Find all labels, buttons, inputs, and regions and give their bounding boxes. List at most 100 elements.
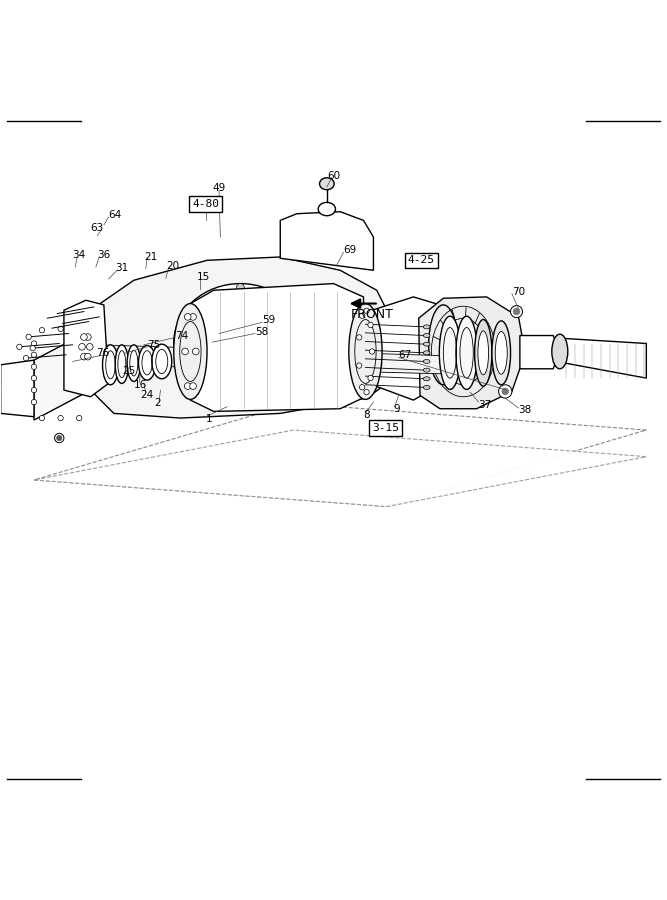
Text: 24: 24	[141, 390, 153, 400]
Ellipse shape	[475, 320, 492, 386]
Ellipse shape	[552, 334, 568, 369]
Circle shape	[81, 354, 87, 360]
Polygon shape	[91, 257, 387, 418]
Circle shape	[236, 284, 244, 292]
Text: 4-80: 4-80	[192, 199, 219, 209]
Text: 59: 59	[262, 315, 275, 325]
Text: 49: 49	[212, 184, 225, 194]
Circle shape	[513, 308, 520, 315]
Polygon shape	[372, 297, 444, 400]
Text: FRONT: FRONT	[351, 308, 394, 320]
Text: 15: 15	[197, 272, 210, 282]
Circle shape	[39, 328, 45, 333]
Text: 8: 8	[364, 410, 370, 419]
Circle shape	[299, 339, 307, 347]
Circle shape	[357, 335, 362, 340]
Ellipse shape	[424, 359, 430, 364]
Text: 25: 25	[122, 366, 135, 376]
Ellipse shape	[456, 316, 478, 390]
Ellipse shape	[127, 345, 141, 382]
Circle shape	[31, 375, 37, 381]
Circle shape	[370, 349, 375, 355]
Ellipse shape	[318, 202, 336, 216]
Ellipse shape	[349, 303, 382, 400]
Circle shape	[39, 416, 45, 420]
Circle shape	[357, 363, 362, 368]
Polygon shape	[34, 430, 646, 507]
Text: 21: 21	[144, 252, 157, 262]
Circle shape	[184, 313, 191, 320]
Circle shape	[23, 356, 29, 361]
Ellipse shape	[115, 345, 129, 383]
Circle shape	[192, 379, 200, 387]
Circle shape	[192, 300, 200, 308]
Text: 69: 69	[344, 246, 357, 256]
Circle shape	[281, 300, 289, 308]
Ellipse shape	[152, 344, 172, 379]
Ellipse shape	[424, 351, 430, 355]
Ellipse shape	[429, 305, 458, 385]
Circle shape	[364, 308, 370, 313]
Circle shape	[498, 385, 512, 398]
Text: 9: 9	[394, 404, 400, 414]
Text: 36: 36	[97, 250, 111, 260]
Text: 31: 31	[115, 264, 129, 274]
Circle shape	[502, 388, 508, 395]
Ellipse shape	[424, 334, 430, 338]
Circle shape	[364, 390, 370, 395]
Circle shape	[87, 344, 93, 350]
Circle shape	[189, 382, 196, 390]
Circle shape	[360, 384, 365, 390]
Circle shape	[510, 306, 522, 318]
Polygon shape	[560, 338, 646, 378]
Text: 16: 16	[134, 380, 147, 390]
Circle shape	[55, 434, 64, 443]
Ellipse shape	[478, 331, 489, 374]
Circle shape	[31, 352, 37, 357]
Text: 74: 74	[175, 330, 188, 340]
Polygon shape	[419, 297, 525, 409]
Circle shape	[77, 416, 82, 420]
Polygon shape	[97, 345, 480, 374]
Circle shape	[81, 334, 87, 340]
Ellipse shape	[103, 345, 119, 385]
Ellipse shape	[319, 178, 334, 190]
Circle shape	[189, 313, 196, 320]
Text: 70: 70	[512, 286, 525, 297]
Circle shape	[31, 400, 37, 405]
Circle shape	[236, 395, 244, 403]
Polygon shape	[520, 336, 560, 369]
Text: 20: 20	[166, 261, 179, 271]
Text: 37: 37	[479, 400, 492, 410]
Circle shape	[192, 348, 199, 355]
Ellipse shape	[495, 331, 507, 374]
Circle shape	[17, 344, 22, 349]
Circle shape	[79, 344, 85, 350]
Circle shape	[77, 326, 82, 331]
Ellipse shape	[173, 303, 207, 400]
Circle shape	[30, 346, 35, 351]
Circle shape	[85, 334, 91, 340]
Text: 4-25: 4-25	[408, 256, 435, 266]
Circle shape	[31, 387, 37, 392]
Text: 67: 67	[399, 350, 412, 361]
Ellipse shape	[190, 377, 203, 390]
Text: 64: 64	[109, 210, 122, 220]
Text: 34: 34	[73, 250, 86, 260]
Ellipse shape	[440, 316, 461, 390]
Text: 1: 1	[205, 414, 212, 424]
Circle shape	[57, 436, 62, 441]
Ellipse shape	[139, 346, 156, 380]
Polygon shape	[280, 212, 374, 270]
Polygon shape	[34, 330, 91, 420]
Ellipse shape	[492, 321, 510, 385]
Ellipse shape	[424, 385, 430, 390]
Circle shape	[58, 326, 63, 331]
Polygon shape	[64, 301, 109, 397]
Circle shape	[31, 341, 37, 346]
Circle shape	[31, 364, 37, 370]
Ellipse shape	[424, 342, 430, 346]
Polygon shape	[1, 360, 34, 417]
Text: 3-15: 3-15	[372, 423, 399, 433]
Text: 76: 76	[96, 348, 109, 358]
